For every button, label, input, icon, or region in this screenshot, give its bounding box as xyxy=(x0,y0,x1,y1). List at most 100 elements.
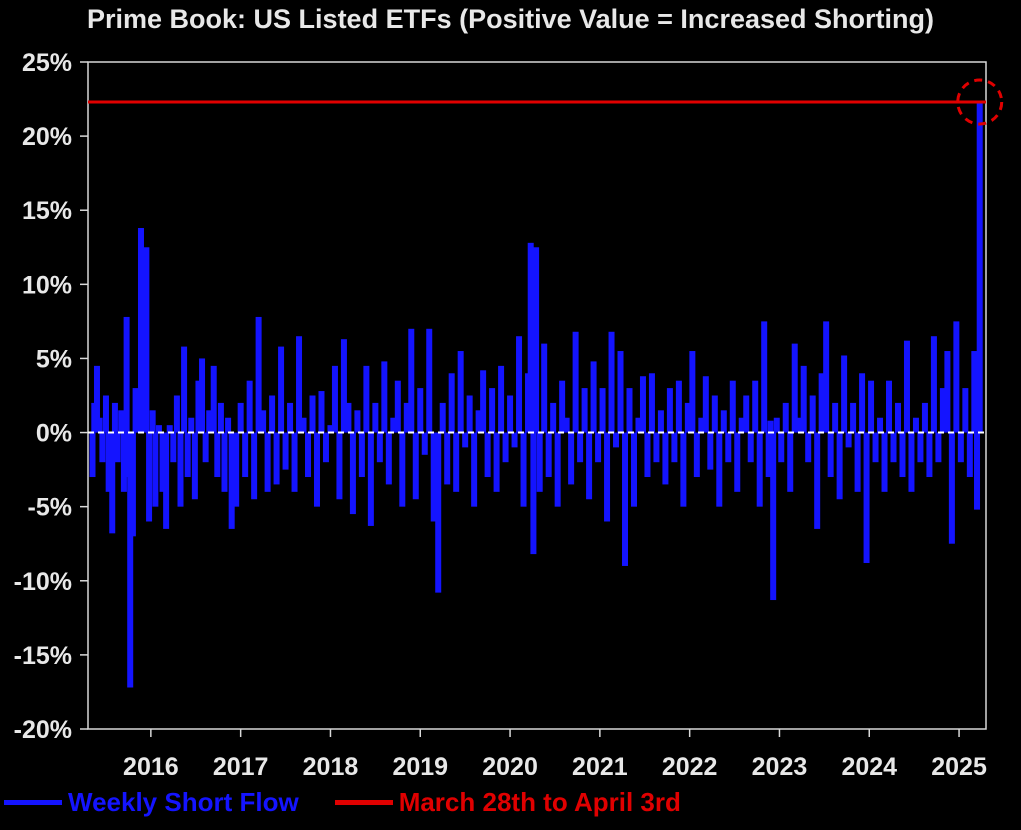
weekly-short-flow-bar xyxy=(155,425,162,433)
weekly-short-flow-bar xyxy=(390,417,397,433)
weekly-short-flow-bar xyxy=(127,432,134,688)
weekly-short-flow-bar xyxy=(796,417,803,433)
weekly-short-flow-bar xyxy=(214,432,221,478)
weekly-short-flow-bar xyxy=(123,316,130,433)
x-tick-label: 2020 xyxy=(482,753,538,781)
weekly-short-flow-bar xyxy=(96,417,103,433)
weekly-short-flow-bar xyxy=(720,410,727,433)
weekly-short-flow-bar xyxy=(177,432,184,507)
x-tick-label: 2023 xyxy=(752,753,808,781)
weekly-short-flow-bar xyxy=(903,340,910,433)
weekly-short-flow-bar xyxy=(412,432,419,500)
weekly-short-flow-bar xyxy=(572,331,579,433)
weekly-short-flow-bar xyxy=(590,361,597,433)
weekly-short-flow-bar xyxy=(707,432,714,470)
weekly-short-flow-bar xyxy=(184,432,191,478)
x-tick-label: 2022 xyxy=(662,753,718,781)
y-tick-label: 5% xyxy=(36,345,72,373)
y-tick-label: -10% xyxy=(14,568,72,596)
weekly-short-flow-bar xyxy=(689,351,696,433)
weekly-short-flow-bar xyxy=(457,351,464,433)
weekly-short-flow-bar xyxy=(944,351,951,433)
weekly-short-flow-bar xyxy=(143,247,150,433)
weekly-short-flow-bar xyxy=(782,402,789,433)
weekly-short-flow-bar xyxy=(228,432,235,529)
weekly-short-flow-bar xyxy=(577,432,584,463)
weekly-short-flow-bar xyxy=(296,336,303,433)
weekly-short-flow-bar xyxy=(711,395,718,433)
weekly-short-flow-bar xyxy=(336,432,343,500)
weekly-short-flow-bar xyxy=(729,380,736,433)
weekly-short-flow-bar xyxy=(291,432,298,492)
weekly-short-flow-bar xyxy=(331,365,338,433)
plot-area-frame xyxy=(87,61,987,730)
y-tick-label: 20% xyxy=(22,123,72,151)
weekly-short-flow-bar xyxy=(498,365,505,433)
weekly-short-flow-bar xyxy=(403,402,410,433)
weekly-short-flow-bar xyxy=(111,402,118,433)
weekly-short-flow-bar xyxy=(850,402,857,433)
weekly-short-flow-bar xyxy=(684,402,691,433)
weekly-short-flow-bar xyxy=(206,410,213,433)
x-tick-label: 2024 xyxy=(841,753,897,781)
weekly-short-flow-bar xyxy=(516,336,523,433)
weekly-short-flow-bar xyxy=(917,432,924,463)
weekly-short-flow-bar xyxy=(608,331,615,433)
y-tick-label: -20% xyxy=(14,716,72,744)
weekly-short-flow-bar xyxy=(563,417,570,433)
y-tick-label: -15% xyxy=(14,642,72,670)
weekly-short-flow-bar xyxy=(877,417,884,433)
weekly-short-flow-bar xyxy=(89,432,96,478)
weekly-short-flow-bar xyxy=(408,328,415,433)
weekly-short-flow-bar xyxy=(199,358,206,433)
weekly-short-flow-bar xyxy=(836,432,843,500)
weekly-short-flow-bar xyxy=(814,432,821,529)
weekly-short-flow-bar xyxy=(120,432,127,492)
weekly-short-flow-bar xyxy=(738,417,745,433)
weekly-short-flow-bar xyxy=(886,380,893,433)
weekly-short-flow-bar xyxy=(657,410,664,433)
weekly-short-flow-bar xyxy=(966,432,973,478)
weekly-short-flow-bar xyxy=(421,432,428,455)
weekly-short-flow-bar xyxy=(863,432,870,563)
weekly-short-flow-bar xyxy=(251,432,258,500)
weekly-short-flow-bar xyxy=(554,432,561,507)
weekly-short-flow-bar xyxy=(939,388,946,433)
weekly-short-flow-bar xyxy=(604,432,611,522)
weekly-short-flow-bar xyxy=(675,380,682,433)
weekly-short-flow-bar xyxy=(466,395,473,433)
weekly-short-flow-bar xyxy=(435,432,442,593)
weekly-short-flow-bar xyxy=(448,373,455,433)
weekly-short-flow-bar xyxy=(376,432,383,463)
legend-swatch-weekly-short-flow xyxy=(4,799,62,805)
weekly-short-flow-bar xyxy=(221,432,228,492)
weekly-short-flow-bar xyxy=(725,432,732,463)
weekly-short-flow-bar xyxy=(832,402,839,433)
weekly-short-flow-bar xyxy=(349,432,356,515)
weekly-short-flow-bar xyxy=(129,432,136,537)
x-tick-label: 2021 xyxy=(572,753,628,781)
weekly-short-flow-bar xyxy=(132,388,139,433)
weekly-short-flow-bar xyxy=(225,417,232,433)
weekly-short-flow-bar xyxy=(805,432,812,463)
weekly-short-flow-bar xyxy=(217,402,224,433)
weekly-short-flow-bar xyxy=(752,380,759,433)
highlight-circle xyxy=(956,78,1004,126)
weekly-short-flow-bar xyxy=(233,432,240,507)
weekly-short-flow-bar xyxy=(300,417,307,433)
weekly-short-flow-bar xyxy=(170,432,177,463)
weekly-short-flow-bar xyxy=(471,432,478,507)
weekly-short-flow-bar xyxy=(166,425,173,433)
x-tick-label: 2017 xyxy=(213,753,269,781)
weekly-short-flow-bar xyxy=(399,432,406,507)
weekly-short-flow-bar xyxy=(118,410,125,433)
weekly-short-flow-bar xyxy=(912,417,919,433)
weekly-short-flow-bar xyxy=(345,402,352,433)
weekly-short-flow-bar xyxy=(93,365,100,433)
weekly-short-flow-bar xyxy=(827,432,834,478)
weekly-short-flow-bar xyxy=(305,432,312,478)
weekly-short-flow-bar xyxy=(520,432,527,507)
weekly-short-flow-bar xyxy=(568,432,575,485)
weekly-short-flow-bar xyxy=(363,365,370,433)
